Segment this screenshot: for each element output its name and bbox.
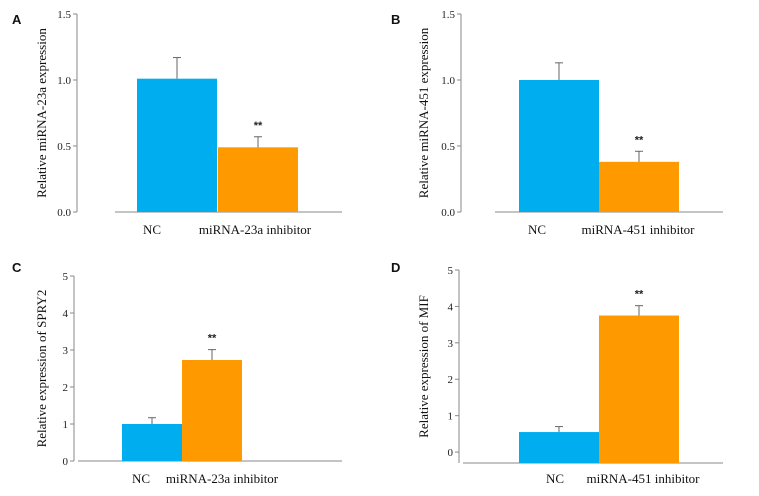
panel-letter: B — [391, 12, 400, 27]
y-tick-label: 1.0 — [441, 75, 455, 87]
bar-nc — [122, 424, 182, 461]
y-tick-label: 1 — [63, 419, 69, 431]
y-tick-label: 1.5 — [441, 9, 455, 21]
y-tick-label: 0.5 — [57, 141, 71, 153]
bar-inhibitor — [218, 147, 298, 212]
y-tick-label: 3 — [448, 338, 454, 350]
y-tick-label: 2 — [63, 382, 69, 394]
category-label: miRNA-23a inhibitor — [166, 471, 279, 486]
significance-marker: ** — [635, 289, 644, 301]
bar-nc — [519, 80, 599, 212]
y-axis-label: Relative miRNA-23a expression — [34, 28, 49, 198]
y-tick-label: 0.5 — [441, 141, 455, 153]
panel-letter: C — [12, 260, 22, 275]
significance-marker: ** — [254, 120, 263, 132]
category-label: NC — [143, 222, 161, 237]
y-tick-label: 2 — [448, 374, 454, 386]
category-label: NC — [528, 222, 546, 237]
y-axis-label: Relative expression of MIF — [416, 295, 431, 438]
bar-inhibitor — [599, 161, 679, 212]
bar-nc — [519, 432, 599, 463]
y-tick-label: 1 — [448, 411, 454, 423]
y-tick-label: 4 — [63, 308, 69, 320]
y-tick-label: 5 — [448, 265, 454, 277]
chart-panel-a: A 0.0 0.5 1.0 1.5 Relative miRNA-23a expressi… — [12, 9, 342, 237]
chart-panel-d: D 0 1 2 3 4 5 Relative expression of MIF NC ** miR… — [391, 260, 723, 486]
category-label: NC — [132, 471, 150, 486]
bar-nc — [137, 78, 217, 213]
y-axis-label: Relative miRNA-451 expression — [416, 27, 431, 198]
bar-inhibitor — [599, 315, 679, 463]
y-tick-label: 0 — [63, 456, 69, 468]
panel-letter: D — [391, 260, 400, 275]
y-tick-label: 1.0 — [57, 75, 71, 87]
y-tick-label: 3 — [63, 345, 69, 357]
y-tick-label: 0.0 — [57, 207, 71, 219]
bar-inhibitor — [182, 359, 242, 461]
y-axis-label: Relative expression of SPRY2 — [34, 290, 49, 448]
y-tick-label: 1.5 — [57, 9, 71, 21]
chart-panel-c: C 0 1 2 3 4 5 Relative expression of SPRY2 NC ** m… — [12, 260, 342, 486]
category-label: miRNA-451 inhibitor — [586, 471, 700, 486]
significance-marker: ** — [635, 134, 644, 146]
y-tick-label: 0 — [448, 447, 454, 459]
y-tick-label: 5 — [63, 271, 69, 283]
chart-panel-b: B 0.0 0.5 1.0 1.5 Relative miRNA-451 expressi… — [391, 9, 723, 237]
y-tick-label: 0.0 — [441, 207, 455, 219]
category-label: miRNA-451 inhibitor — [581, 222, 695, 237]
significance-marker: ** — [208, 333, 217, 345]
panel-letter: A — [12, 12, 22, 27]
y-tick-label: 4 — [448, 301, 454, 313]
category-label: miRNA-23a inhibitor — [199, 222, 312, 237]
category-label: NC — [546, 471, 564, 486]
